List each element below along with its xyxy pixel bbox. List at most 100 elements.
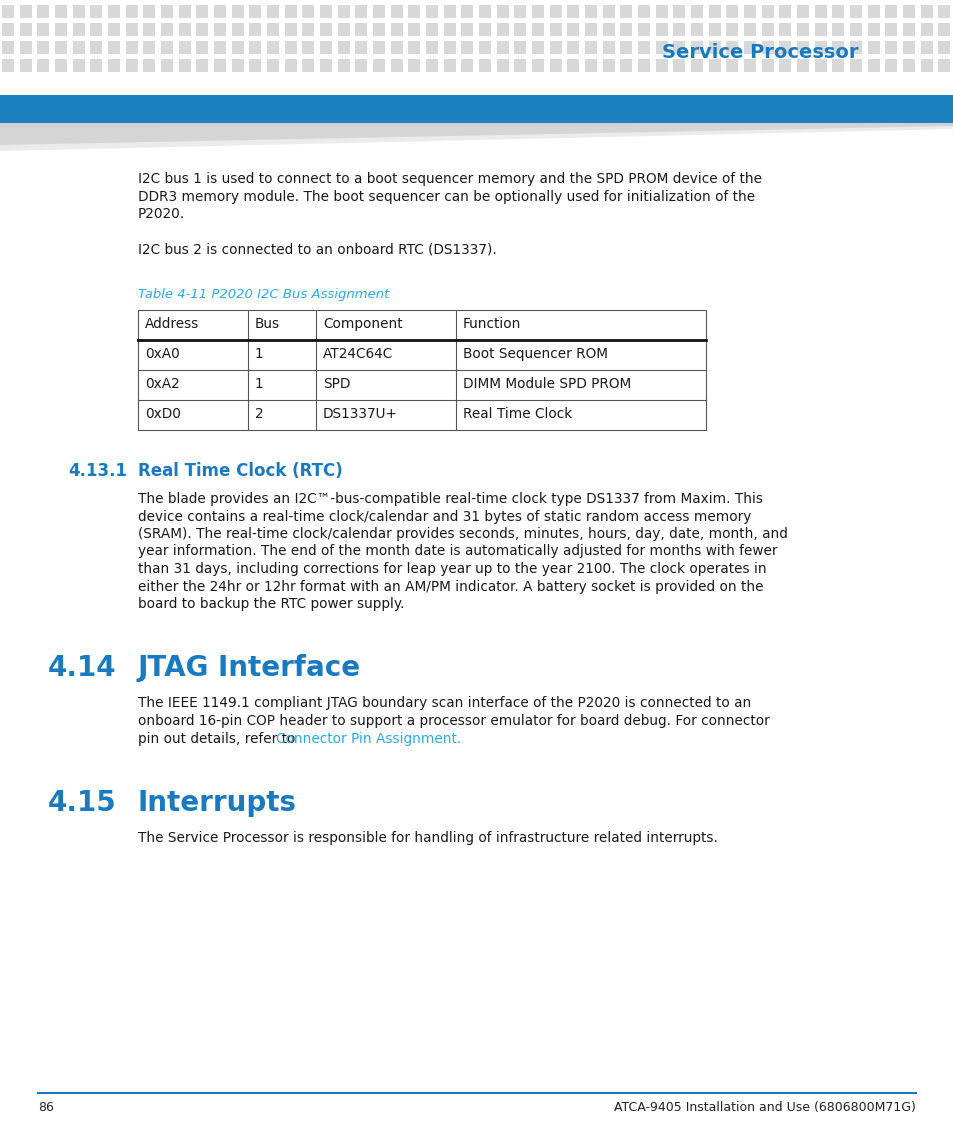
Bar bbox=[138, 310, 705, 431]
Text: DS1337U+: DS1337U+ bbox=[323, 406, 397, 421]
Bar bbox=[426, 60, 437, 72]
Bar bbox=[267, 5, 278, 18]
Bar bbox=[72, 41, 85, 54]
Bar bbox=[178, 5, 191, 18]
Bar bbox=[655, 23, 667, 35]
Bar bbox=[690, 23, 702, 35]
Bar bbox=[619, 5, 632, 18]
Bar bbox=[391, 41, 402, 54]
Bar bbox=[2, 5, 14, 18]
Bar bbox=[567, 5, 578, 18]
Bar bbox=[655, 41, 667, 54]
Bar bbox=[2, 23, 14, 35]
Bar bbox=[443, 41, 456, 54]
Bar bbox=[796, 23, 808, 35]
Bar bbox=[867, 5, 879, 18]
Bar bbox=[20, 23, 31, 35]
Text: 4.14: 4.14 bbox=[48, 655, 116, 682]
Bar bbox=[249, 5, 261, 18]
Bar bbox=[337, 60, 350, 72]
Bar bbox=[673, 60, 684, 72]
Bar bbox=[232, 60, 243, 72]
Bar bbox=[567, 23, 578, 35]
Bar bbox=[796, 60, 808, 72]
Bar bbox=[514, 23, 526, 35]
Bar bbox=[725, 23, 738, 35]
Bar bbox=[849, 41, 862, 54]
Bar bbox=[178, 60, 191, 72]
Bar bbox=[461, 5, 473, 18]
Bar bbox=[91, 41, 102, 54]
Bar bbox=[391, 60, 402, 72]
Text: 1: 1 bbox=[254, 347, 263, 361]
Bar bbox=[779, 23, 790, 35]
Bar bbox=[20, 5, 31, 18]
Text: 0xA0: 0xA0 bbox=[145, 347, 179, 361]
Bar bbox=[478, 23, 491, 35]
Bar bbox=[690, 60, 702, 72]
Bar bbox=[2, 41, 14, 54]
Bar bbox=[796, 41, 808, 54]
Bar bbox=[37, 23, 50, 35]
Bar bbox=[213, 23, 226, 35]
Bar bbox=[0, 95, 953, 123]
Bar bbox=[91, 23, 102, 35]
Bar bbox=[196, 23, 208, 35]
Bar bbox=[213, 41, 226, 54]
Text: board to backup the RTC power supply.: board to backup the RTC power supply. bbox=[138, 597, 404, 611]
Bar bbox=[161, 5, 172, 18]
Bar bbox=[708, 41, 720, 54]
Bar bbox=[708, 5, 720, 18]
Bar bbox=[779, 41, 790, 54]
Text: JTAG Interface: JTAG Interface bbox=[138, 655, 361, 682]
Bar bbox=[760, 41, 773, 54]
Bar bbox=[178, 41, 191, 54]
Text: Bus: Bus bbox=[254, 317, 280, 331]
Text: Interrupts: Interrupts bbox=[138, 789, 296, 818]
Text: 0xD0: 0xD0 bbox=[145, 406, 181, 421]
Bar bbox=[567, 60, 578, 72]
Text: I2C bus 1 is used to connect to a boot sequencer memory and the SPD PROM device : I2C bus 1 is used to connect to a boot s… bbox=[138, 172, 761, 185]
Text: 86: 86 bbox=[38, 1101, 53, 1114]
Bar bbox=[337, 41, 350, 54]
Text: I2C bus 2 is connected to an onboard RTC (DS1337).: I2C bus 2 is connected to an onboard RTC… bbox=[138, 243, 497, 256]
Bar bbox=[426, 41, 437, 54]
Bar bbox=[373, 23, 385, 35]
Text: ATCA-9405 Installation and Use (6806800M71G): ATCA-9405 Installation and Use (6806800M… bbox=[614, 1101, 915, 1114]
Bar bbox=[443, 5, 456, 18]
Bar bbox=[920, 60, 932, 72]
Bar bbox=[938, 41, 949, 54]
Bar bbox=[831, 60, 843, 72]
Bar bbox=[408, 60, 420, 72]
Bar bbox=[638, 41, 649, 54]
Bar bbox=[814, 60, 826, 72]
Bar bbox=[373, 5, 385, 18]
Bar bbox=[55, 5, 67, 18]
Bar bbox=[20, 60, 31, 72]
Bar bbox=[514, 5, 526, 18]
Bar bbox=[549, 41, 561, 54]
Bar bbox=[319, 60, 332, 72]
Bar bbox=[867, 23, 879, 35]
Bar bbox=[938, 60, 949, 72]
Bar bbox=[760, 23, 773, 35]
Bar bbox=[249, 60, 261, 72]
Bar bbox=[497, 23, 508, 35]
Bar bbox=[849, 60, 862, 72]
Bar bbox=[267, 60, 278, 72]
Bar bbox=[143, 23, 155, 35]
Bar bbox=[867, 60, 879, 72]
Bar bbox=[867, 41, 879, 54]
Bar bbox=[638, 60, 649, 72]
Bar bbox=[725, 5, 738, 18]
Bar bbox=[584, 23, 597, 35]
Bar bbox=[549, 5, 561, 18]
Text: The blade provides an I2C™-bus-compatible real-time clock type DS1337 from Maxim: The blade provides an I2C™-bus-compatibl… bbox=[138, 492, 762, 506]
Bar bbox=[532, 23, 543, 35]
Text: Function: Function bbox=[462, 317, 521, 331]
Bar bbox=[708, 60, 720, 72]
Bar bbox=[178, 23, 191, 35]
Bar bbox=[619, 41, 632, 54]
Text: Address: Address bbox=[145, 317, 199, 331]
Bar bbox=[267, 23, 278, 35]
